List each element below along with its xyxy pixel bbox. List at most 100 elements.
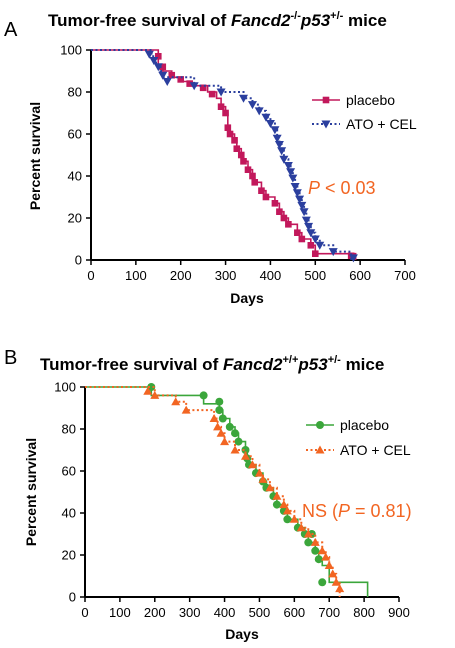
panel-b-series-placebo-marker: [318, 578, 327, 587]
panel-a-series-placebo-marker: [249, 172, 256, 180]
panel-b-title-gene-sup: +/+: [282, 354, 298, 366]
panel-a-x-tick-label: 300: [215, 268, 237, 283]
panel-a-pvalue-rest: < 0.03: [320, 178, 376, 198]
panel-a-plot-area: [91, 49, 358, 263]
panel-a-x-tick-label: 100: [125, 268, 147, 283]
panel-b-series-placebo-marker: [225, 422, 234, 431]
panel-a-series-ato-cel-marker: [283, 162, 293, 170]
panel-a-y-tick-label: 60: [68, 127, 82, 142]
panel-b-series-placebo-marker: [272, 500, 281, 509]
panel-a-series-placebo-marker: [280, 214, 288, 222]
panel-a-series-placebo-marker: [258, 187, 265, 194]
panel-a-xlabel: Days: [230, 290, 264, 306]
panel-b-series-ato-cel-marker: [181, 405, 191, 414]
panel-b-series-ato-cel-marker: [303, 529, 313, 538]
panel-a-ylabel: Percent survival: [27, 102, 43, 210]
panel-a-x-tick-label: 500: [304, 268, 326, 283]
panel-b-series-ato-cel-marker: [150, 390, 160, 399]
panel-a-series-placebo-marker: [294, 229, 301, 236]
panel-a-series-ato-cel-marker: [292, 189, 302, 198]
panel-a-series-placebo-marker: [154, 53, 162, 60]
panel-b-series-ato-cel-marker: [335, 584, 345, 593]
panel-b-x-tick-label: 500: [249, 605, 271, 620]
panel-a-series-placebo-marker: [199, 84, 207, 92]
panel-b-x-tick-label: 0: [81, 605, 88, 620]
panel-b-legend-ato-cel-label: ATO + CEL: [340, 442, 411, 458]
panel-b-pvalue: NS (P = 0.81): [302, 501, 412, 521]
panel-a-series-ato-cel-marker: [153, 63, 163, 72]
panel-a-y-tick-label: 20: [68, 211, 82, 226]
panel-a-series-placebo-marker: [222, 109, 229, 117]
panel-b-ylabel: Percent survival: [23, 438, 39, 546]
panel-a-letter: A: [4, 19, 18, 41]
panel-a-series-ato-cel-marker: [247, 101, 257, 110]
panel-a-series-placebo-line: [91, 49, 357, 260]
panel-a-series-ato-cel-marker: [299, 208, 309, 217]
panel-b-series-placebo-marker: [215, 397, 224, 406]
panel-a-series-ato-cel-marker: [149, 57, 159, 65]
panel-a-series-placebo-marker: [224, 124, 232, 131]
panel-b-series-placebo-marker: [314, 555, 323, 564]
panel-b-legend-ato-cel-marker: [315, 445, 325, 454]
panel-b-title-suffix: mice: [341, 355, 384, 374]
panel-a-series-ato-cel-marker: [158, 71, 168, 80]
panel-a-series-placebo-marker: [240, 158, 247, 165]
panel-a-legend-ato-cel-label: ATO + CEL: [346, 116, 417, 132]
panel-a-series-placebo-marker: [285, 221, 292, 228]
panel-a-series-ato-cel-marker: [144, 50, 154, 59]
panel-b-series-ato-cel-marker: [240, 451, 250, 460]
panel-a-series-ato-cel-marker: [265, 120, 275, 128]
panel-a-series-ato-cel-marker: [189, 82, 199, 91]
panel-b-series-ato-cel-marker: [220, 437, 230, 446]
panel-a-series-ato-cel-marker: [277, 147, 287, 156]
panel-a: A Tumor-free survival of Fancd2-/-p53+/-…: [4, 10, 417, 306]
panel-b-x-tick-label: 400: [214, 605, 236, 620]
panel-b-series-ato-cel-marker: [310, 537, 320, 546]
panel-a-series-placebo-marker: [251, 179, 259, 186]
panel-b-y-tick-label: 80: [62, 422, 76, 437]
panel-a-x-tick-label: 0: [87, 268, 94, 283]
panel-b-series-ato-cel-marker: [296, 523, 306, 532]
panel-a-series-ato-cel-marker: [288, 174, 298, 183]
panel-a-y-tick-label: 0: [75, 253, 82, 268]
panel-b-legend: placebo ATO + CEL: [306, 417, 411, 458]
panel-a-legend: placebo ATO + CEL: [312, 92, 417, 132]
panel-b-x-tick-label: 200: [144, 605, 166, 620]
panel-b-y-tick-label: 20: [62, 548, 76, 563]
panel-a-series-ato-cel-marker: [270, 126, 280, 135]
panel-a-series-ato-cel-marker: [274, 141, 284, 149]
panel-a-series-placebo-marker: [276, 208, 283, 215]
panel-a-x-tick-label: 200: [170, 268, 192, 283]
panel-a-series-placebo-marker: [186, 80, 193, 87]
panel-b: B Tumor-free survival of Fancd2+/+p53+/-…: [4, 347, 412, 642]
panel-a-series-placebo-marker: [237, 151, 245, 159]
panel-a-series-placebo-marker: [168, 71, 176, 79]
panel-a-series-ato-cel-marker: [216, 88, 226, 97]
panel-a-legend-placebo-marker: [322, 96, 330, 104]
panel-b-y-tick-label: 100: [54, 380, 76, 395]
panel-b-series-ato-cel-marker: [143, 386, 153, 395]
panel-b-series-ato-cel-marker: [272, 491, 282, 500]
panel-a-series-ato-cel-marker: [272, 134, 282, 143]
panel-a-y-tick-label: 100: [60, 43, 82, 58]
panel-a-y-tick-label: 40: [68, 169, 82, 184]
panel-b-series-ato-cel-marker: [216, 428, 226, 437]
panel-a-series-ato-cel-line: [91, 49, 353, 260]
panel-b-x-tick-label: 300: [179, 605, 201, 620]
panel-b-series-ato-cel-marker: [328, 569, 338, 578]
panel-b-series-ato-cel-marker: [258, 474, 268, 483]
panel-a-series-ato-cel-marker: [315, 241, 325, 250]
panel-b-series-placebo-marker: [234, 437, 243, 446]
panel-b-series-placebo-marker: [218, 414, 227, 423]
panel-b-title-gene2-sup: +/-: [328, 354, 341, 366]
panel-a-series-placebo-marker: [233, 145, 241, 152]
panel-b-series-ato-cel-marker: [209, 414, 219, 422]
panel-b-series-ato-cel-marker: [289, 514, 299, 523]
panel-b-series-ato-cel-marker: [317, 546, 327, 555]
panel-b-x-tick-label: 800: [353, 605, 375, 620]
panel-a-legend-ato-cel-marker: [321, 120, 331, 129]
panel-b-series-ato-cel-marker: [282, 506, 292, 515]
panel-b-title: Tumor-free survival of Fancd2+/+p53+/- m…: [40, 354, 384, 374]
panel-b-series-ato-cel-marker: [265, 483, 275, 492]
panel-a-series-ato-cel-marker: [301, 216, 311, 225]
